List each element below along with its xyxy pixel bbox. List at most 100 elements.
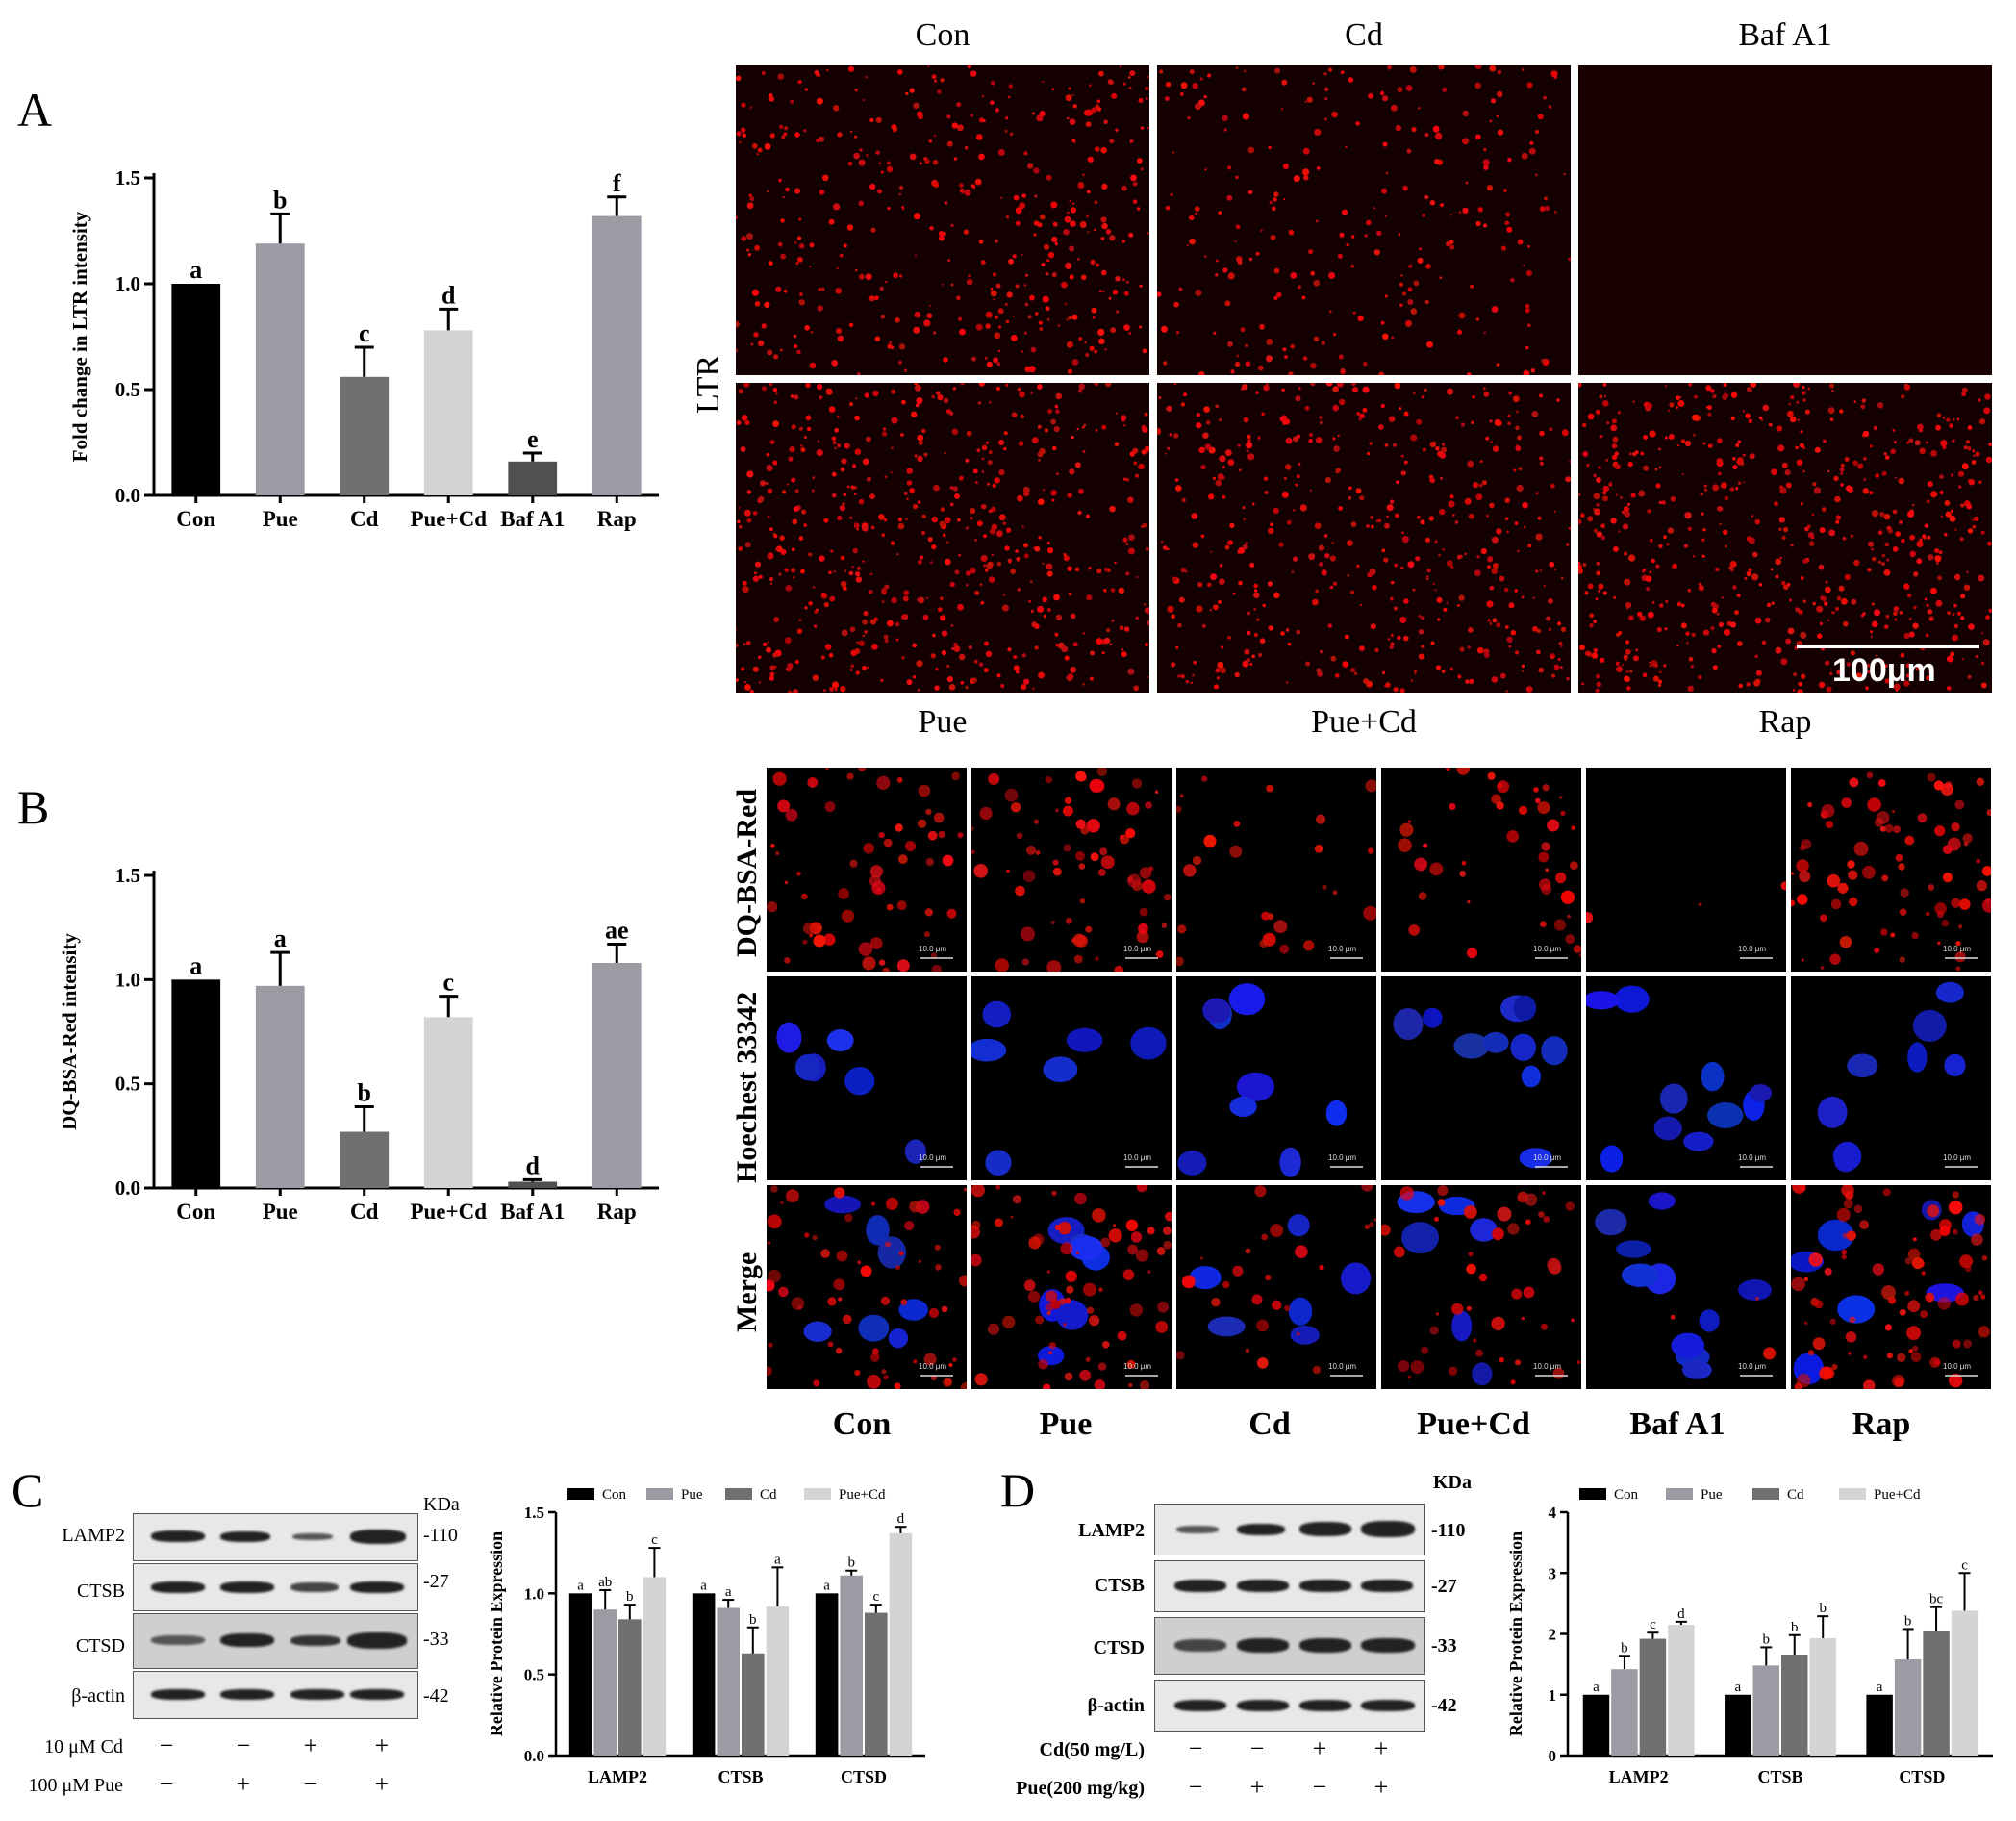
cell-layer bbox=[1791, 771, 1991, 972]
puncta-layer bbox=[1578, 65, 1992, 375]
significance-letter: c bbox=[1961, 1557, 1968, 1573]
bar bbox=[255, 243, 305, 495]
c-kda-42: -42 bbox=[423, 1685, 449, 1707]
micrograph-ltr-con bbox=[736, 65, 1149, 375]
grid-col-label-cd: Cd bbox=[1248, 1406, 1291, 1442]
d-blot-lamp2 bbox=[1154, 1504, 1425, 1555]
legend-label: Pue bbox=[681, 1487, 703, 1503]
legend-label: Con bbox=[1614, 1487, 1639, 1503]
cell-layer bbox=[1791, 1185, 1990, 1389]
cell-layer bbox=[767, 1185, 967, 1389]
micro-col-label-con: Con bbox=[915, 17, 970, 53]
micrograph-ltr-puecd bbox=[1157, 383, 1571, 693]
significance-letter: c bbox=[1650, 1617, 1656, 1632]
significance-letter: a bbox=[700, 1578, 707, 1593]
cell-layer bbox=[1586, 985, 1773, 1173]
bar bbox=[1582, 1694, 1610, 1756]
tiny-scale-label: 10.0 μm bbox=[1738, 1153, 1767, 1162]
x-tick-label: LAMP2 bbox=[588, 1767, 647, 1786]
tiny-scale-label: 10.0 μm bbox=[919, 945, 947, 953]
d-sign: − bbox=[1312, 1773, 1327, 1801]
legend-swatch bbox=[804, 1488, 831, 1500]
bar bbox=[340, 376, 390, 495]
scale-bar-label: 100μm bbox=[1832, 652, 1936, 689]
legend-swatch bbox=[1666, 1488, 1693, 1500]
significance-letter: a bbox=[274, 924, 287, 952]
legend-swatch bbox=[1579, 1488, 1606, 1500]
d-sign: + bbox=[1312, 1734, 1327, 1762]
c-sign: − bbox=[236, 1732, 251, 1759]
micro-col-label-cd: Cd bbox=[1345, 17, 1383, 53]
significance-letter: b bbox=[1763, 1631, 1771, 1647]
bar bbox=[171, 284, 221, 495]
d-label-ctsb: CTSB bbox=[1094, 1575, 1145, 1596]
y-tick-label: 1 bbox=[1549, 1686, 1557, 1705]
d-label-bactin: β-actin bbox=[1087, 1695, 1145, 1716]
y-tick-label: 0.0 bbox=[115, 1176, 140, 1200]
significance-letter: c bbox=[651, 1532, 658, 1548]
c-sign: − bbox=[303, 1770, 318, 1798]
tiny-scale-label: 10.0 μm bbox=[1943, 1153, 1972, 1162]
y-tick-label: 0.0 bbox=[524, 1747, 544, 1765]
c-blot-ctsb bbox=[133, 1563, 418, 1611]
legend-label: Pue+Cd bbox=[839, 1487, 886, 1503]
c-treatment-label-cd: 10 μM Cd bbox=[44, 1736, 123, 1758]
d-blot-bactin bbox=[1154, 1680, 1425, 1732]
cell-layer bbox=[971, 1000, 1167, 1176]
bar bbox=[568, 1593, 592, 1756]
bar bbox=[1725, 1694, 1751, 1756]
y-tick-label: 0.5 bbox=[115, 1073, 140, 1096]
bar bbox=[1752, 1665, 1779, 1756]
x-tick-label: Rap bbox=[597, 1200, 637, 1224]
significance-letter: a bbox=[1877, 1680, 1883, 1695]
grid-row-label-hoechst: Hoechest 33342 bbox=[731, 991, 763, 1183]
bar bbox=[1668, 1625, 1695, 1756]
panel-letter-c: C bbox=[12, 1463, 44, 1517]
bar bbox=[508, 461, 558, 495]
x-tick-label: Pue bbox=[263, 507, 298, 531]
micrograph-dqbsa-pue: 10.0 μm bbox=[971, 768, 1172, 972]
y-tick-label: 1.0 bbox=[115, 272, 140, 295]
x-tick-label: Pue+Cd bbox=[410, 1200, 487, 1224]
d-kda-header: KDa bbox=[1433, 1472, 1472, 1493]
c-kda-27: -27 bbox=[423, 1571, 449, 1592]
x-tick-label: Con bbox=[176, 507, 215, 531]
y-tick-label: 1.5 bbox=[115, 864, 140, 887]
scale-bar-line bbox=[1797, 645, 1979, 648]
significance-letter: a bbox=[823, 1578, 830, 1593]
x-tick-label: CTSB bbox=[718, 1767, 763, 1786]
x-tick-label: Rap bbox=[597, 507, 637, 531]
tiny-scale-label: 10.0 μm bbox=[1943, 1362, 1972, 1371]
legend-swatch bbox=[725, 1488, 752, 1500]
significance-letter: e bbox=[527, 425, 539, 453]
bar bbox=[742, 1653, 765, 1756]
cell-layer bbox=[1398, 768, 1581, 959]
grid-col-label-rap: Rap bbox=[1852, 1406, 1911, 1442]
tiny-scale-label: 10.0 μm bbox=[919, 1153, 947, 1162]
x-tick-label: LAMP2 bbox=[1609, 1767, 1669, 1786]
y-axis-label: Relative Protein Expression bbox=[1506, 1531, 1525, 1736]
c-blot-ctsd bbox=[133, 1613, 418, 1669]
legend-label: Con bbox=[602, 1487, 627, 1503]
bar bbox=[865, 1612, 888, 1756]
y-tick-label: 4 bbox=[1549, 1504, 1557, 1522]
c-kda-110: -110 bbox=[423, 1525, 458, 1546]
significance-letter: d bbox=[526, 1151, 541, 1179]
bar bbox=[643, 1577, 667, 1756]
micro-col-label-pue: Pue bbox=[918, 704, 968, 740]
panel-letter-a: A bbox=[17, 83, 53, 137]
y-axis-label: DQ-BSA-Red intensity bbox=[58, 933, 81, 1130]
c-label-ctsd: CTSD bbox=[75, 1635, 125, 1657]
cell-layer bbox=[971, 1185, 1172, 1389]
cell-layer bbox=[1176, 775, 1376, 967]
puncta-layer bbox=[736, 65, 1149, 375]
significance-letter: bc bbox=[1929, 1592, 1944, 1607]
cell-layer bbox=[1381, 1185, 1581, 1386]
x-tick-label: Pue bbox=[263, 1200, 298, 1224]
micrograph-hoechst-pue: 10.0 μm bbox=[971, 976, 1172, 1180]
tiny-scale-label: 10.0 μm bbox=[1533, 945, 1562, 953]
c-label-bactin: β-actin bbox=[71, 1685, 125, 1707]
c-blot-lamp2 bbox=[133, 1513, 418, 1561]
bar bbox=[840, 1575, 863, 1756]
